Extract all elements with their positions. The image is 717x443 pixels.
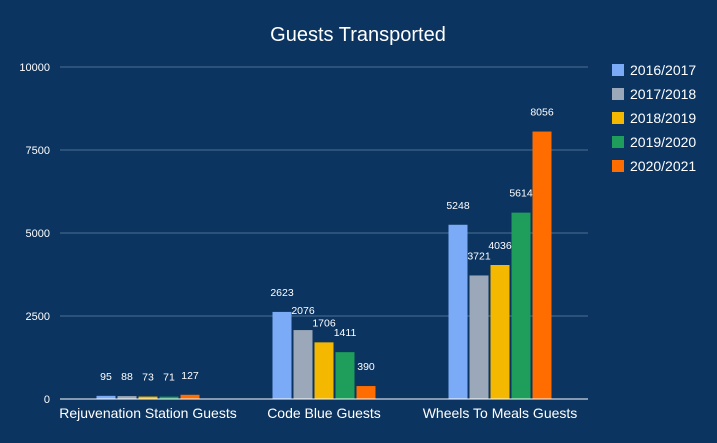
legend-label: 2016/2017 [630, 62, 696, 78]
y-tick-label: 10000 [19, 62, 50, 74]
legend-label: 2019/2020 [630, 134, 696, 150]
bar [490, 265, 510, 399]
legend-swatch [612, 112, 624, 124]
data-label: 5248 [446, 200, 470, 212]
data-label: 1706 [312, 317, 336, 329]
data-label: 73 [142, 372, 154, 384]
legend-swatch [612, 160, 624, 172]
bar [335, 352, 355, 399]
bar [511, 212, 531, 399]
y-tick-label: 7500 [26, 145, 50, 157]
data-label: 390 [357, 361, 375, 373]
bar [469, 275, 489, 399]
legend-label: 2018/2019 [630, 110, 696, 126]
data-label: 127 [181, 370, 199, 382]
legend-swatch [612, 88, 624, 100]
legend-label: 2020/2021 [630, 158, 696, 174]
legend: 2016/2017 2017/2018 2018/2019 2019/2020 2020… [612, 62, 696, 174]
bar [448, 224, 468, 399]
category-label: Wheels To Meals Guests [423, 405, 578, 421]
bar [180, 394, 200, 399]
data-label: 3721 [467, 250, 491, 262]
category-label: Rejuvenation Station Guests [59, 405, 236, 421]
x-axis: Rejuvenation Station Guests Code Blue Gue… [59, 398, 588, 421]
y-tick-label: 2500 [26, 311, 50, 323]
y-tick-label: 0 [44, 394, 50, 406]
data-label: 2623 [270, 287, 294, 299]
data-label: 95 [100, 371, 112, 383]
bar [96, 395, 116, 399]
legend-swatch [612, 136, 624, 148]
legend-swatch [612, 64, 624, 76]
y-tick-label: 5000 [26, 228, 50, 240]
data-label: 5614 [509, 188, 533, 200]
bar [532, 131, 552, 399]
chart-title: Guests Transported [270, 24, 446, 46]
bar [356, 386, 376, 399]
category-label: Code Blue Guests [267, 405, 381, 421]
y-axis: 0 2500 5000 7500 10000 [19, 62, 50, 406]
data-label: 4036 [488, 240, 512, 252]
bar [117, 396, 137, 399]
data-label: 2076 [291, 305, 315, 317]
data-label: 88 [121, 371, 133, 383]
bar [293, 330, 313, 399]
data-label: 1411 [334, 327, 357, 339]
bar [272, 311, 292, 399]
bar [138, 396, 158, 399]
data-label: 71 [163, 372, 175, 384]
bar [159, 396, 179, 399]
legend-label: 2017/2018 [630, 86, 696, 102]
bar [314, 342, 334, 399]
data-label: 8056 [530, 107, 554, 119]
